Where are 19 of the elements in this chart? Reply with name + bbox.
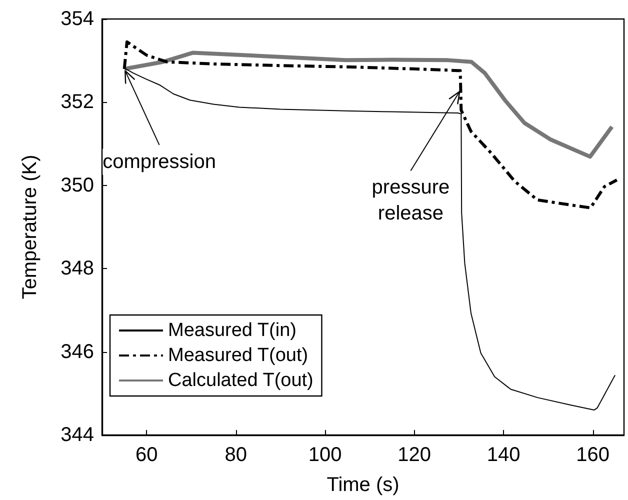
x-tick-label: 60: [135, 444, 158, 466]
x-tick-label: 140: [486, 444, 520, 466]
x-tick-label: 120: [398, 444, 431, 466]
y-tick-label: 354: [60, 8, 94, 30]
y-tick-label: 350: [60, 174, 94, 196]
x-tick-label: 100: [308, 444, 342, 466]
y-axis-title: Temperature (K): [19, 154, 41, 300]
legend-label: Calculated T(out): [168, 370, 314, 391]
y-tick-label: 348: [60, 258, 94, 280]
y-tick-label: 346: [60, 340, 94, 363]
annotation: pressure release: [372, 176, 450, 225]
annotation: compression: [102, 150, 216, 173]
legend-label: Measured T(in): [168, 320, 296, 341]
legend-label: Measured T(out): [168, 345, 308, 366]
x-tick-label: 160: [576, 444, 610, 466]
y-tick-label: 344: [60, 424, 94, 446]
x-tick-label: 80: [224, 444, 247, 466]
x-axis-title: Time (s): [326, 474, 400, 496]
y-tick-label: 352: [60, 91, 94, 114]
